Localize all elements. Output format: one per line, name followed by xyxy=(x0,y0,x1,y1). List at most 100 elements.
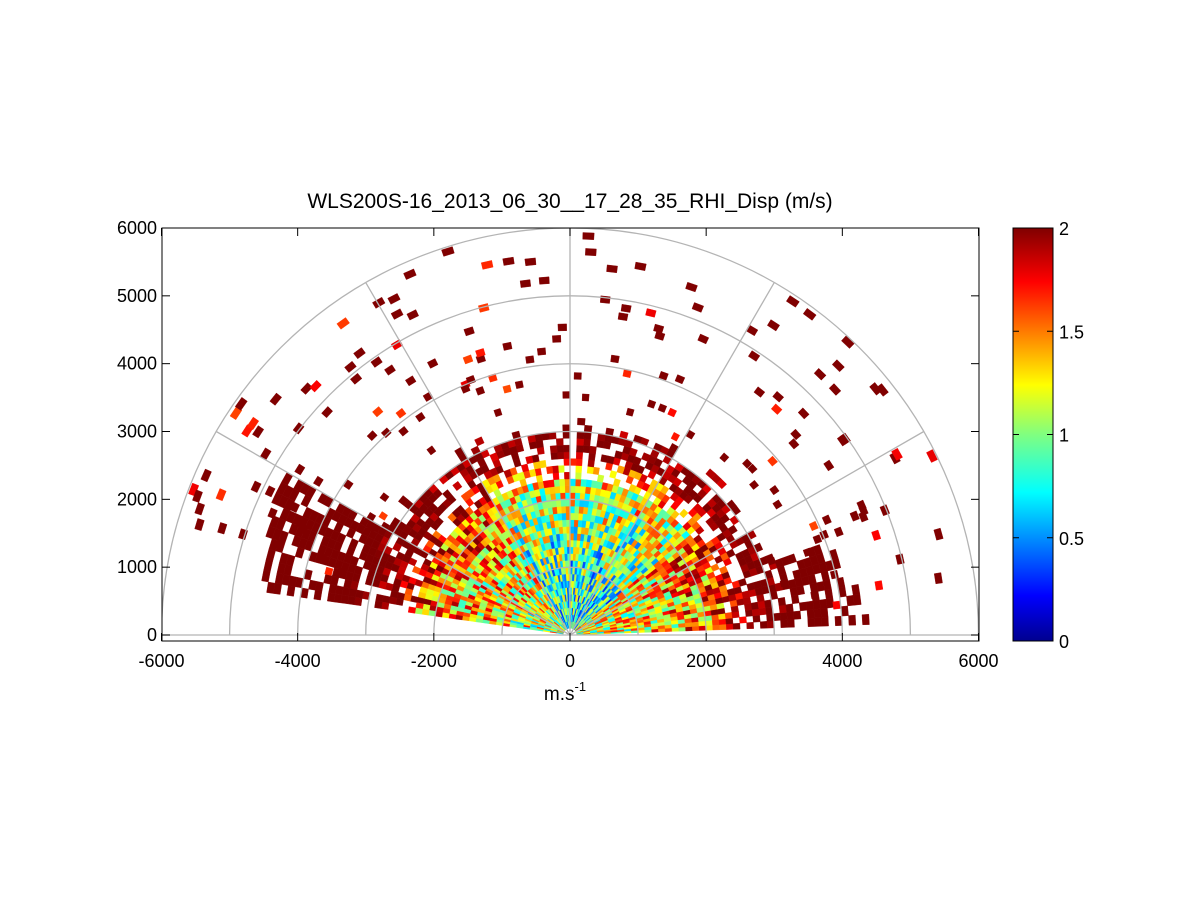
data-cell xyxy=(691,302,704,313)
y-tick-label: 1000 xyxy=(117,557,157,577)
data-cell xyxy=(576,438,585,446)
radial-spoke xyxy=(365,282,571,636)
data-cell xyxy=(387,293,401,305)
data-cell xyxy=(575,472,582,480)
data-cell xyxy=(560,505,566,514)
data-cell xyxy=(748,350,761,362)
data-cell xyxy=(271,492,283,506)
data-cell xyxy=(575,458,583,467)
data-cell xyxy=(797,407,810,420)
data-cell xyxy=(832,600,841,610)
data-cell xyxy=(779,579,789,588)
data-cell xyxy=(300,382,313,395)
data-cell xyxy=(746,621,754,630)
data-cell xyxy=(411,565,421,575)
data-cell xyxy=(596,474,605,483)
data-cell xyxy=(549,445,558,454)
data-cell xyxy=(674,374,686,385)
data-cell xyxy=(574,485,581,494)
data-cell xyxy=(200,468,212,483)
data-cell xyxy=(851,584,861,596)
data-cell xyxy=(563,451,571,459)
data-cell xyxy=(579,492,586,501)
data-cell xyxy=(600,454,609,463)
data-cell xyxy=(824,588,834,600)
y-axis: 0 1000 2000 3000 4000 5000 6000 xyxy=(117,218,979,645)
data-cell xyxy=(551,465,559,474)
data-cell xyxy=(814,617,823,627)
data-cell xyxy=(502,341,513,351)
data-cell xyxy=(265,525,276,539)
data-cell xyxy=(343,479,354,490)
data-cell xyxy=(559,492,566,500)
data-cell xyxy=(564,471,571,480)
data-cell xyxy=(767,455,778,467)
radial-spoke xyxy=(569,282,775,636)
data-cell xyxy=(581,393,590,402)
data-cell xyxy=(813,608,822,619)
data-cell xyxy=(390,308,404,320)
data-cell xyxy=(380,427,392,439)
x-tick-label: 4000 xyxy=(822,651,862,671)
y-tick-label: 6000 xyxy=(117,218,157,238)
data-cell xyxy=(300,494,312,508)
data-cell xyxy=(653,323,665,334)
data-cell xyxy=(269,392,282,406)
data-cell xyxy=(745,609,754,617)
data-cell xyxy=(646,399,657,409)
data-cell xyxy=(625,407,635,417)
data-cell xyxy=(839,432,851,445)
data-cell xyxy=(606,264,618,274)
data-cell xyxy=(474,436,485,447)
data-cell xyxy=(573,533,578,541)
data-cell xyxy=(587,459,595,468)
data-cell xyxy=(810,590,819,600)
data-cell xyxy=(654,331,666,341)
data-cell xyxy=(575,540,581,548)
x-tick-label: 0 xyxy=(565,651,575,671)
data-cell xyxy=(525,355,535,364)
data-cell xyxy=(286,585,296,597)
data-cell xyxy=(787,553,797,564)
data-cell xyxy=(577,417,586,426)
data-cell xyxy=(583,438,591,447)
chart-title: WLS200S-16_2013_06_30__17_28_35_RHI_Disp… xyxy=(307,190,832,213)
data-cell xyxy=(933,527,944,541)
data-cell xyxy=(296,517,307,529)
data-cell xyxy=(353,347,366,360)
data-cell xyxy=(858,504,869,517)
data-cell xyxy=(557,323,567,332)
data-cell xyxy=(778,604,787,614)
data-cell xyxy=(819,598,828,610)
data-cell xyxy=(563,458,571,466)
data-cell xyxy=(718,618,727,625)
data-cell xyxy=(933,572,943,585)
data-cell xyxy=(553,479,560,487)
data-cell xyxy=(493,408,503,418)
data-cell xyxy=(779,612,788,621)
data-cell xyxy=(725,617,734,625)
data-cell xyxy=(670,432,680,442)
data-cell xyxy=(261,569,271,583)
data-cell xyxy=(747,463,758,474)
data-cell xyxy=(562,431,571,439)
data-cell xyxy=(861,613,870,626)
data-cell xyxy=(194,502,205,516)
data-cell xyxy=(557,465,565,473)
data-cell xyxy=(252,425,265,439)
data-cell xyxy=(569,458,577,466)
data-cell xyxy=(577,512,584,521)
data-cell xyxy=(556,451,565,460)
data-cell xyxy=(536,347,547,356)
data-cell xyxy=(264,485,276,498)
data-cell xyxy=(584,486,592,495)
colorbar-gradient xyxy=(1013,228,1053,641)
data-cell xyxy=(574,505,580,514)
data-cell xyxy=(576,526,582,535)
colorbar-tick-label: 1 xyxy=(1059,426,1069,446)
data-cell xyxy=(463,326,475,337)
data-cell xyxy=(370,356,383,368)
data-cell xyxy=(685,626,693,632)
data-cell xyxy=(250,480,262,493)
data-cell xyxy=(793,610,802,620)
